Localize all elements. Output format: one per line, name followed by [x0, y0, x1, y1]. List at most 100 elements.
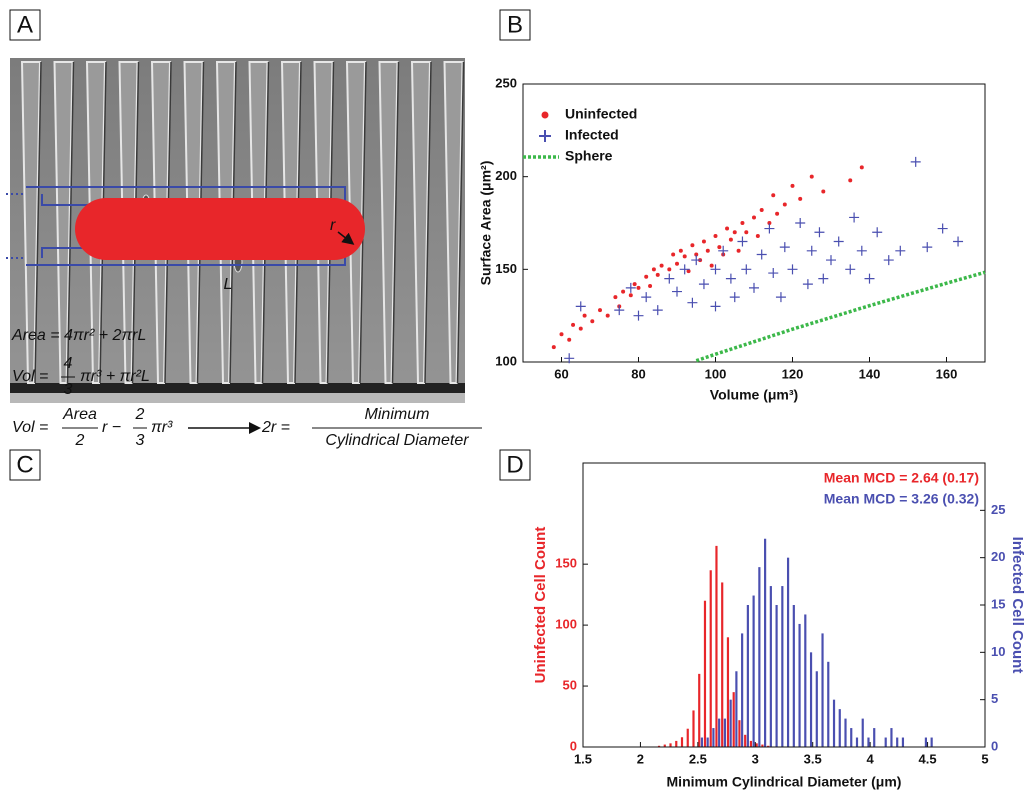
uninfected-point: [598, 308, 602, 313]
histogram-bar: [752, 595, 755, 747]
uninfected-point: [590, 319, 595, 324]
histogram-bar: [686, 728, 689, 747]
x-tick-label: 140: [859, 366, 881, 381]
histogram-bar: [680, 737, 684, 747]
equation-part: r −: [102, 419, 121, 436]
pillar-shadow: [66, 61, 75, 384]
x-tick-label: 160: [936, 366, 958, 381]
infected-point: [687, 297, 698, 308]
infected-point: [652, 305, 663, 316]
panel-box: [9, 9, 41, 41]
infected-point: [806, 245, 817, 256]
uninfected-point: [690, 243, 695, 248]
uninfected-point: [671, 252, 676, 257]
x-axis-label: Volume (μm³): [710, 387, 798, 403]
uninfected-point: [644, 274, 649, 279]
uninfected-point: [728, 237, 733, 242]
histogram-bar: [709, 570, 712, 747]
uninfected-point: [667, 267, 672, 272]
uninfected-point: [767, 221, 772, 225]
channel-wall: [10, 383, 465, 393]
infected-point: [641, 292, 652, 303]
infected-point: [795, 218, 806, 228]
uninfected-point: [821, 189, 826, 194]
legend-label: Infected: [565, 127, 619, 143]
uninfected-point: [628, 293, 633, 298]
y2-tick-label: 20: [991, 549, 1005, 564]
uninfected-point: [759, 208, 764, 213]
infected-point: [725, 273, 736, 284]
histogram-bar: [712, 728, 715, 747]
panel-box: [499, 449, 531, 481]
uninfected-point: [655, 272, 660, 277]
length-label: L: [224, 276, 233, 293]
uninfected-point: [613, 295, 618, 300]
histogram-bar: [758, 567, 761, 747]
uninfected-point: [678, 248, 683, 253]
uninfected-point: [771, 193, 776, 198]
infected-point: [710, 264, 721, 275]
x-tick-label: 1.5: [574, 751, 592, 766]
x-tick-label: 80: [631, 366, 645, 381]
infected-point: [872, 227, 883, 238]
uninfected-point: [732, 230, 737, 235]
histogram-bar: [890, 728, 893, 747]
panel-box: [9, 449, 41, 481]
pillar-shadow: [456, 61, 465, 384]
uninfected-point: [659, 263, 664, 268]
infected-point: [764, 223, 775, 234]
infected-point: [833, 236, 844, 247]
histogram-bar: [827, 661, 830, 747]
uninfected-point: [675, 261, 679, 266]
pillar-shadow: [424, 61, 432, 384]
histogram-bar: [718, 718, 721, 747]
x-tick-label: 100: [705, 366, 727, 381]
infected-point: [775, 292, 786, 303]
equation-part: πr³: [151, 419, 173, 436]
y-tick-label: 150: [495, 261, 517, 276]
histogram-bar: [723, 718, 726, 747]
histogram-bar: [821, 633, 824, 747]
y-tick-label: 250: [495, 75, 517, 90]
histogram-bar: [815, 671, 818, 747]
radius-arrow: [337, 231, 355, 245]
uninfected-point: [775, 211, 780, 216]
histogram-bar: [675, 740, 678, 747]
uninfected-point: [744, 230, 749, 235]
x-tick-label: 2: [637, 751, 644, 766]
uninfected-point: [632, 282, 637, 287]
uninfected-point: [752, 215, 756, 220]
infected-point: [802, 279, 813, 290]
cell-capsule: [75, 198, 365, 260]
infected-point: [787, 264, 798, 275]
histogram-bar: [726, 637, 730, 747]
histogram-bar: [867, 737, 870, 747]
legend-label: Uninfected: [565, 106, 637, 122]
infected-point: [826, 255, 836, 266]
infected-point: [856, 245, 867, 256]
histogram-bar: [749, 740, 753, 747]
uninfected-point: [790, 183, 795, 188]
histogram-bar: [729, 699, 732, 747]
infected-point: [749, 282, 759, 293]
area-equation: Area = 4πr² + 2πrL: [11, 327, 146, 344]
infected-point: [691, 255, 702, 266]
equation-part: Minimum: [365, 406, 430, 423]
equation-part: 2r =: [261, 419, 290, 436]
histogram-bar: [832, 699, 836, 747]
pillar: [443, 61, 464, 384]
histogram-bar: [692, 710, 695, 747]
uninfected-point: [694, 252, 699, 257]
infected-point: [756, 249, 767, 260]
histogram-bar: [873, 728, 876, 747]
infected-point: [922, 242, 933, 253]
histogram-bar: [721, 582, 724, 747]
panel-label: A: [17, 11, 33, 38]
infected-point: [849, 212, 860, 223]
uninfected-point: [621, 289, 626, 294]
histogram-bar: [715, 545, 718, 747]
uninfected-point: [798, 196, 803, 201]
uninfected-point: [636, 285, 641, 290]
radius-label: r: [330, 217, 336, 234]
histogram-bar: [775, 605, 778, 747]
